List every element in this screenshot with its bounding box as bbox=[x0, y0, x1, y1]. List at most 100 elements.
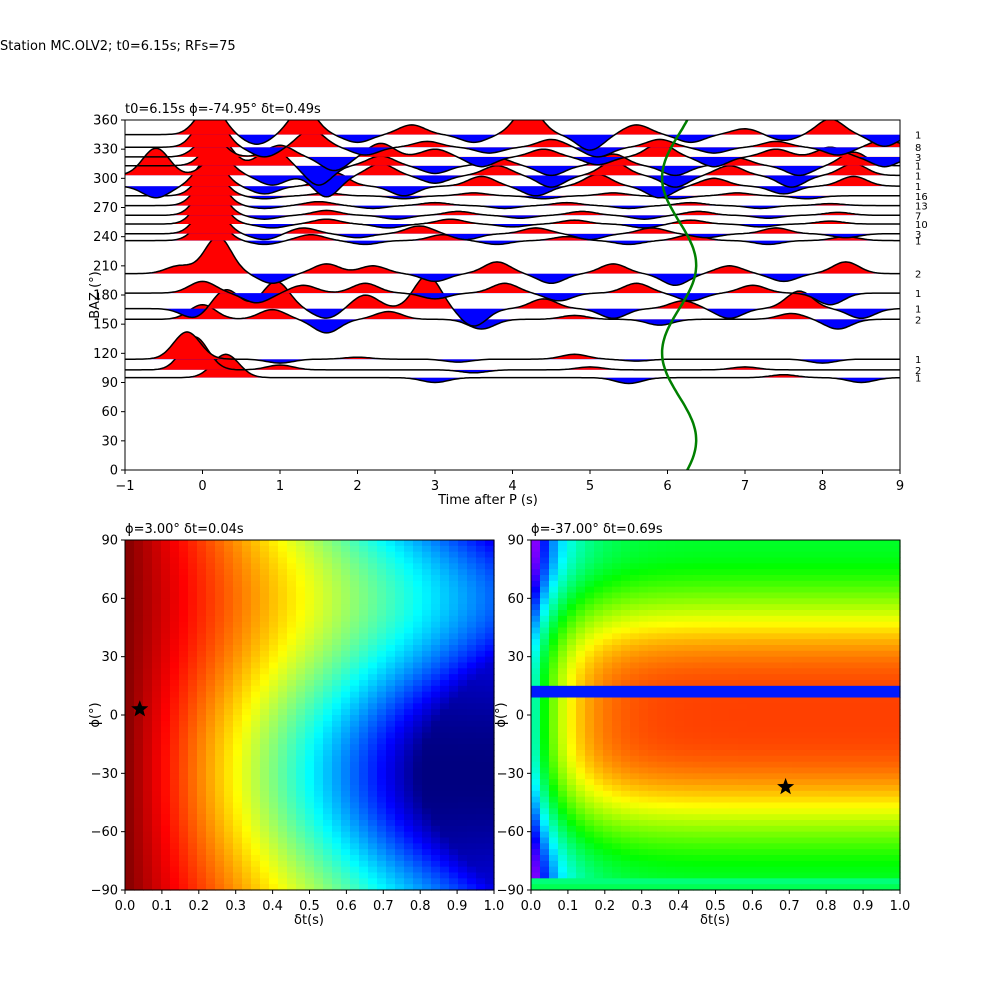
heatmap-cell bbox=[242, 598, 252, 605]
heatmap-cell bbox=[188, 645, 198, 652]
heatmap-cell bbox=[720, 639, 730, 646]
heatmap-cell bbox=[567, 843, 577, 850]
grid-x-tick-label: 0.5 bbox=[299, 899, 320, 914]
heatmap-cell bbox=[485, 540, 495, 547]
heatmap-cell bbox=[467, 575, 477, 582]
heatmap-cell bbox=[215, 592, 225, 599]
heatmap-cell bbox=[233, 639, 243, 646]
heatmap-cell bbox=[810, 580, 820, 588]
heatmap-cell bbox=[485, 884, 495, 891]
heatmap-cell bbox=[287, 645, 297, 652]
rf-x-tick-label: 0 bbox=[198, 479, 206, 494]
heatmap-cell bbox=[395, 866, 405, 874]
heatmap-cell bbox=[332, 656, 342, 664]
heatmap-cell bbox=[305, 837, 315, 844]
heatmap-cell bbox=[810, 575, 820, 582]
heatmap-cell bbox=[170, 744, 180, 751]
heatmap-cell bbox=[395, 709, 405, 716]
heatmap-cell bbox=[558, 726, 568, 734]
heatmap-cell bbox=[467, 598, 477, 605]
heatmap-cell bbox=[134, 855, 144, 862]
heatmap-cell bbox=[693, 773, 703, 780]
heatmap-cell bbox=[485, 580, 495, 588]
heatmap-cell bbox=[765, 843, 775, 850]
heatmap-cell bbox=[675, 662, 685, 669]
heatmap-cell bbox=[458, 540, 468, 547]
heatmap-cell bbox=[422, 878, 432, 885]
heatmap-cell bbox=[630, 738, 640, 745]
heatmap-cell bbox=[332, 878, 342, 885]
heatmap-cell bbox=[711, 575, 721, 582]
heatmap-cell bbox=[251, 604, 261, 611]
heatmap-cell bbox=[458, 866, 468, 874]
heatmap-cell bbox=[341, 738, 351, 745]
heatmap-cell bbox=[756, 557, 766, 564]
heatmap-cell bbox=[756, 744, 766, 751]
heatmap-cell bbox=[531, 580, 541, 588]
heatmap-cell bbox=[720, 604, 730, 611]
heatmap-cell bbox=[134, 610, 144, 617]
heatmap-cell bbox=[765, 837, 775, 844]
heatmap-cell bbox=[224, 779, 234, 786]
heatmap-cell bbox=[161, 598, 171, 605]
heatmap-cell bbox=[729, 656, 739, 664]
heatmap-cell bbox=[819, 866, 829, 874]
heatmap-cell bbox=[639, 761, 649, 769]
heatmap-cell bbox=[224, 790, 234, 798]
heatmap-cell bbox=[485, 610, 495, 617]
heatmap-cell bbox=[215, 790, 225, 798]
heatmap-cell bbox=[531, 866, 541, 874]
heatmap-cell bbox=[585, 779, 595, 786]
heatmap-cell bbox=[846, 878, 856, 885]
heatmap-cell bbox=[323, 860, 333, 868]
heatmap-cell bbox=[828, 586, 838, 594]
heatmap-cell bbox=[603, 878, 613, 885]
heatmap-cell bbox=[359, 738, 369, 745]
heatmap-cell bbox=[774, 598, 784, 605]
heatmap-cell bbox=[404, 627, 414, 634]
heatmap-cell bbox=[693, 680, 703, 687]
heatmap-cell bbox=[783, 767, 793, 774]
heatmap-cell bbox=[666, 720, 676, 728]
heatmap-cell bbox=[323, 610, 333, 617]
heatmap-cell bbox=[287, 732, 297, 739]
heatmap-cell bbox=[576, 872, 586, 879]
heatmap-cell bbox=[287, 831, 297, 839]
heatmap-cell bbox=[630, 645, 640, 652]
heatmap-cell bbox=[855, 755, 865, 763]
heatmap-cell bbox=[458, 680, 468, 687]
heatmap-cell bbox=[458, 779, 468, 786]
heatmap-cell bbox=[549, 750, 559, 757]
heatmap-cell bbox=[747, 820, 757, 827]
heatmap-cell bbox=[873, 825, 883, 833]
heatmap-cell bbox=[449, 866, 459, 874]
heatmap-cell bbox=[413, 843, 423, 850]
heatmap-cell bbox=[756, 814, 766, 821]
heatmap-cell bbox=[567, 580, 577, 588]
heatmap-cell bbox=[819, 598, 829, 605]
heatmap-cell bbox=[368, 860, 378, 868]
heatmap-cell bbox=[413, 814, 423, 821]
heatmap-cell bbox=[431, 569, 441, 576]
heatmap-cell bbox=[197, 580, 207, 588]
heatmap-cell bbox=[242, 656, 252, 664]
heatmap-cell bbox=[531, 685, 541, 693]
heatmap-cell bbox=[296, 575, 306, 582]
heatmap-cell bbox=[188, 773, 198, 780]
heatmap-cell bbox=[215, 563, 225, 570]
heatmap-cell bbox=[810, 674, 820, 681]
heatmap-cell bbox=[143, 540, 153, 547]
heatmap-cell bbox=[332, 540, 342, 547]
heatmap-cell bbox=[449, 831, 459, 839]
heatmap-cell bbox=[711, 808, 721, 815]
heatmap-cell bbox=[657, 750, 667, 757]
heatmap-cell bbox=[810, 773, 820, 780]
heatmap-cell bbox=[558, 767, 568, 774]
heatmap-cell bbox=[134, 755, 144, 763]
heatmap-cell bbox=[576, 645, 586, 652]
heatmap-cell bbox=[233, 592, 243, 599]
heatmap-cell bbox=[531, 855, 541, 862]
heatmap-cell bbox=[134, 825, 144, 833]
heatmap-cell bbox=[440, 621, 450, 629]
heatmap-cell bbox=[603, 703, 613, 710]
